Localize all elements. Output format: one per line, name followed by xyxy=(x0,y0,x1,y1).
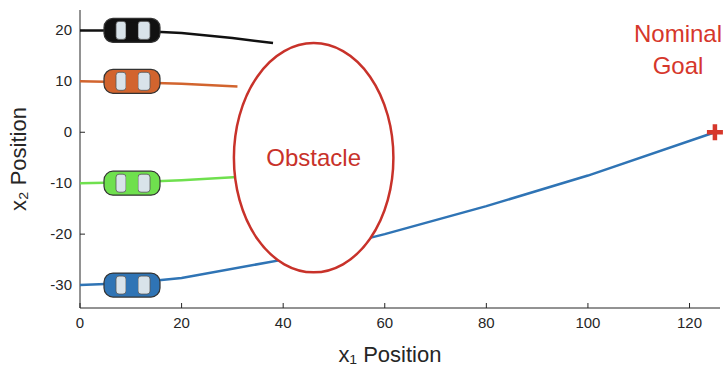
car-body xyxy=(104,171,160,195)
x-tick xyxy=(181,303,182,308)
obstacle-label: Obstacle xyxy=(266,144,361,171)
x-tick xyxy=(689,303,690,308)
car-roof xyxy=(126,73,138,89)
chart: 0 20 40 60 80 100 120 -30 -20 -10 0 10 20 x₁ Position… xyxy=(0,0,726,375)
goal-label: Nominal Goal xyxy=(634,20,722,79)
obstacle xyxy=(234,43,393,272)
car xyxy=(104,273,160,297)
car-window xyxy=(116,72,126,90)
car-window xyxy=(138,72,150,90)
y-tick xyxy=(80,132,85,133)
car xyxy=(104,69,160,93)
car-window xyxy=(116,21,126,39)
plot-area xyxy=(80,30,715,285)
car-window xyxy=(138,21,150,39)
car-body xyxy=(104,69,160,93)
y-tick-label: -30 xyxy=(50,276,72,293)
x-tick xyxy=(587,303,588,308)
y-tick-label: -20 xyxy=(50,225,72,242)
y-tick-label: -10 xyxy=(50,174,72,191)
x-tick-label: 100 xyxy=(575,314,600,331)
car-roof xyxy=(126,175,138,191)
x-tick xyxy=(80,303,81,308)
x-axis-label: x₁ Position xyxy=(339,342,442,367)
car-window xyxy=(116,174,126,192)
car-roof xyxy=(126,277,138,293)
x-tick xyxy=(384,303,385,308)
x-tick-label: 40 xyxy=(275,314,292,331)
y-tick-label: 0 xyxy=(64,123,72,140)
x-tick xyxy=(283,303,284,308)
car xyxy=(104,18,160,42)
x-tick-label: 120 xyxy=(677,314,702,331)
car-window xyxy=(138,276,150,294)
x-tick-label: 20 xyxy=(173,314,190,331)
car-roof xyxy=(126,22,138,38)
x-tick-label: 0 xyxy=(76,314,84,331)
x-tick-label: 60 xyxy=(376,314,393,331)
car xyxy=(104,171,160,195)
x-axis xyxy=(80,308,720,309)
car-body xyxy=(104,18,160,42)
trajectory xyxy=(80,132,715,285)
y-axis-label: x₂ Position xyxy=(6,107,31,211)
goal-label-line: Goal xyxy=(653,52,704,79)
goal-marker xyxy=(707,124,723,140)
y-axis xyxy=(80,10,81,308)
car-body xyxy=(104,273,160,297)
x-tick xyxy=(486,303,487,308)
goal-label-line: Nominal xyxy=(634,20,722,47)
car-window xyxy=(138,174,150,192)
x-tick-label: 80 xyxy=(478,314,495,331)
car-window xyxy=(116,276,126,294)
y-tick-label: 10 xyxy=(55,72,72,89)
y-tick-label: 20 xyxy=(55,21,72,38)
y-tick xyxy=(80,234,85,235)
